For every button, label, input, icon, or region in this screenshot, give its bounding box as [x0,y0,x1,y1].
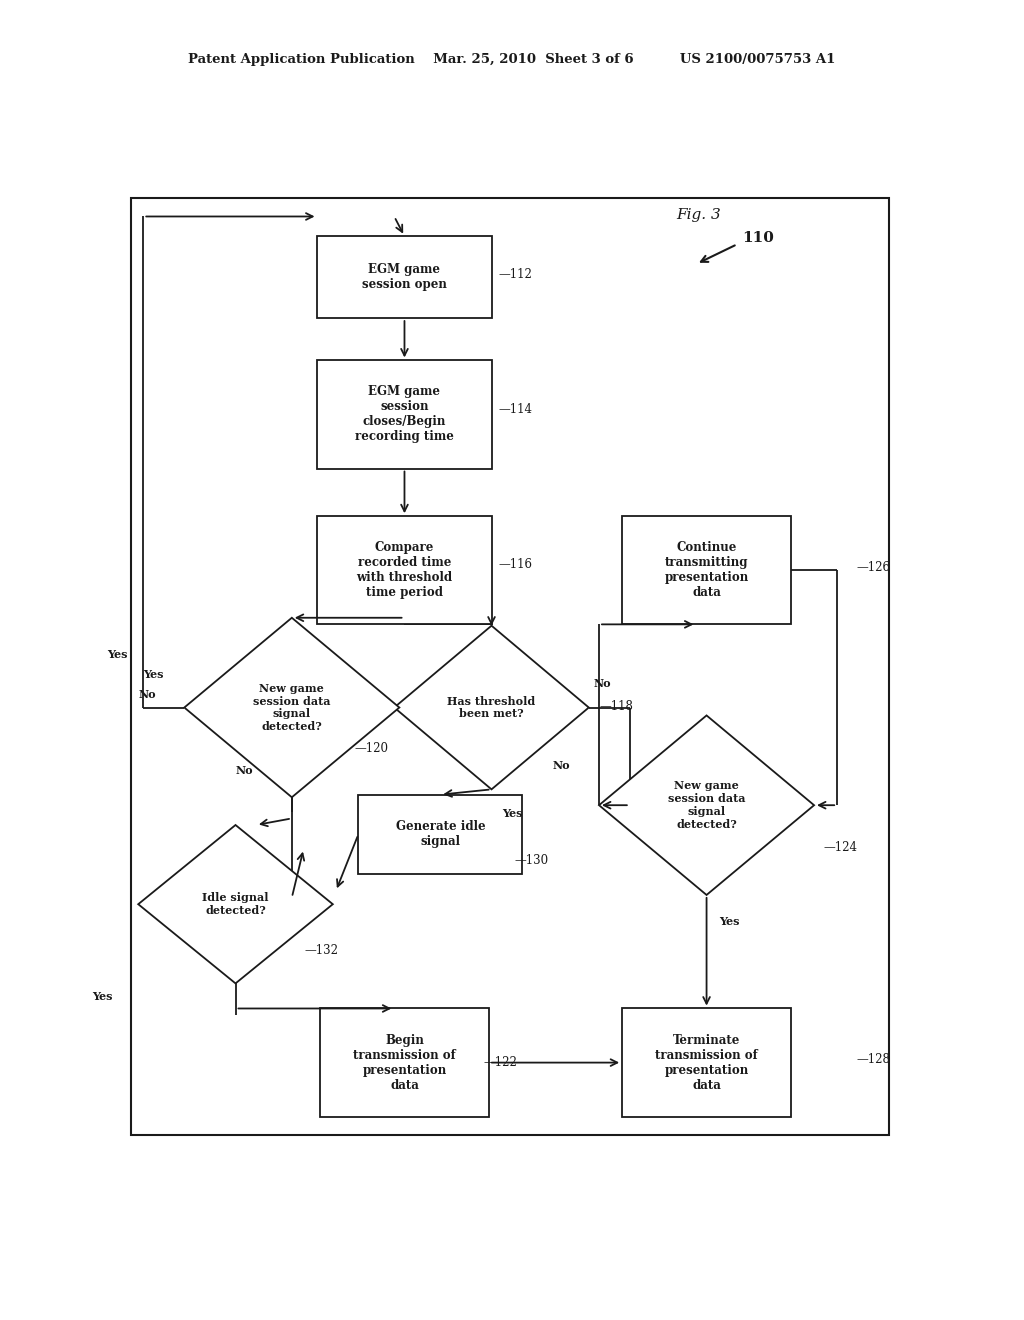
Text: New game
session data
signal
detected?: New game session data signal detected? [668,780,745,830]
FancyBboxPatch shape [622,516,791,624]
FancyBboxPatch shape [319,1008,489,1117]
Text: Terminate
transmission of
presentation
data: Terminate transmission of presentation d… [655,1034,758,1092]
Text: Begin
transmission of
presentation
data: Begin transmission of presentation data [353,1034,456,1092]
Text: Compare
recorded time
with threshold
time period: Compare recorded time with threshold tim… [356,541,453,599]
FancyBboxPatch shape [317,236,492,318]
Text: —116: —116 [499,558,532,572]
Text: No: No [236,766,253,776]
Text: Yes: Yes [92,991,113,1002]
Text: Generate idle
signal: Generate idle signal [395,820,485,849]
Text: Fig. 3: Fig. 3 [676,209,721,222]
Text: Continue
transmitting
presentation
data: Continue transmitting presentation data [665,541,749,599]
Text: —124: —124 [823,841,857,854]
Text: —132: —132 [304,944,338,957]
Text: EGM game
session
closes/Begin
recording time: EGM game session closes/Begin recording … [355,385,454,444]
Text: Yes: Yes [108,649,128,660]
Text: —118: —118 [599,700,633,713]
Text: —126: —126 [856,561,890,574]
Polygon shape [184,618,399,797]
FancyBboxPatch shape [317,516,492,624]
Text: No: No [594,678,611,689]
Polygon shape [138,825,333,983]
Text: —120: —120 [354,742,388,755]
FancyBboxPatch shape [317,360,492,469]
Text: —112: —112 [499,268,532,281]
Text: Yes: Yes [502,808,522,818]
Text: EGM game
session open: EGM game session open [362,263,446,292]
Text: —130: —130 [514,854,548,867]
Text: No: No [553,760,570,771]
Polygon shape [599,715,814,895]
Polygon shape [394,626,589,789]
FancyBboxPatch shape [622,1008,791,1117]
Text: Yes: Yes [719,916,739,927]
Text: Has threshold
been met?: Has threshold been met? [447,696,536,719]
Text: Idle signal
detected?: Idle signal detected? [203,892,268,916]
Text: —114: —114 [499,403,532,416]
Text: 110: 110 [742,231,774,244]
Text: Patent Application Publication    Mar. 25, 2010  Sheet 3 of 6          US 2100/0: Patent Application Publication Mar. 25, … [188,53,836,66]
Text: Yes: Yes [143,669,164,680]
Text: No: No [138,689,156,700]
Text: —122: —122 [483,1056,517,1069]
Text: —128: —128 [856,1053,890,1067]
FancyBboxPatch shape [358,795,522,874]
Text: New game
session data
signal
detected?: New game session data signal detected? [253,682,331,733]
